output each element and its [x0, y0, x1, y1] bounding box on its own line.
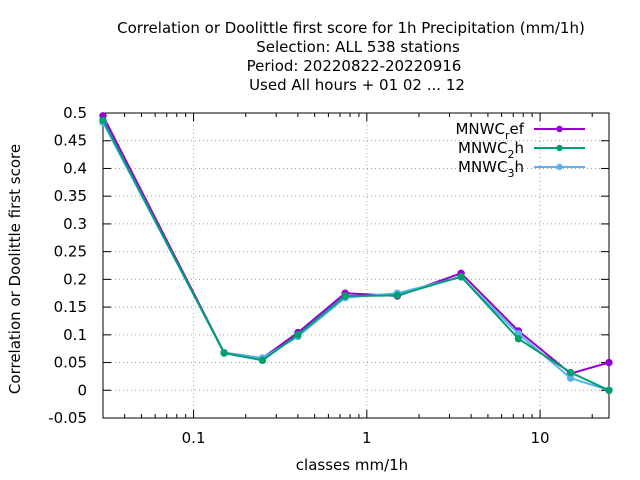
plot-frame	[102, 112, 610, 419]
y-tick-label: 0	[77, 381, 87, 399]
y-axis-label: Correlation or Doolittle first score	[6, 144, 24, 394]
axes: -0.05 0 0.05 0.1 0.15 0.2 0.25 0.3 0.35 0.4 0.45 0.…	[48, 104, 610, 447]
grid	[103, 113, 609, 418]
data-point	[258, 356, 267, 365]
data-point	[605, 386, 613, 394]
y-tick-label: 0.45	[54, 132, 87, 150]
legend-swatch-point	[556, 163, 563, 171]
data-point	[294, 331, 302, 339]
y-tick-label: 0.5	[63, 104, 87, 122]
data-point	[99, 116, 107, 124]
data-point	[393, 291, 402, 300]
y-tick-label: 0.3	[63, 215, 87, 233]
legend-entry: MNWC2h	[458, 139, 585, 161]
x-tick-label: 0.1	[182, 429, 206, 447]
y-tick-label: 0.05	[54, 354, 87, 372]
title-line: Correlation or Doolittle first score for…	[117, 19, 585, 37]
data-point	[514, 335, 523, 343]
legend-label: MNWC3h	[458, 158, 524, 180]
data-point	[220, 349, 228, 357]
y-tick-label: 0.4	[63, 159, 87, 177]
legend-label: MNWC2h	[458, 139, 524, 161]
data-point	[341, 292, 349, 300]
series-MNWC_ref	[99, 112, 613, 378]
x-axis-label: classes mm/1h	[296, 456, 408, 474]
data-point	[566, 368, 575, 377]
y-tick-label: 0.25	[54, 243, 87, 261]
series-lines	[99, 112, 613, 394]
chart-title: Correlation or Doolittle first score for…	[117, 19, 585, 94]
legend-label: MNWCref	[455, 120, 524, 142]
series-MNWC_2h	[99, 116, 613, 394]
y-tick-label: 0.15	[54, 298, 87, 316]
title-line: Selection: ALL 538 stations	[256, 38, 460, 56]
y-tick-label: -0.05	[48, 409, 87, 427]
legend-swatch-point	[556, 144, 563, 152]
series-line	[102, 119, 610, 392]
legend-entry: MNWC3h	[458, 158, 585, 180]
data-point	[605, 358, 613, 367]
series-line	[102, 121, 610, 392]
title-line: Period: 20220822-20220916	[247, 57, 462, 75]
legend-entry: MNWCref	[455, 120, 585, 142]
y-tick-label: 0.2	[63, 270, 87, 288]
legend-swatch-point	[556, 125, 563, 133]
x-tick-label: 10	[531, 429, 550, 447]
x-tick-label: 1	[362, 429, 372, 447]
y-tick-label: 0.35	[54, 187, 87, 205]
data-point	[457, 272, 465, 281]
y-tick-label: 0.1	[63, 326, 87, 344]
series-MNWC_3h	[99, 118, 613, 394]
title-line: Used All hours + 01 02 ... 12	[249, 76, 465, 94]
